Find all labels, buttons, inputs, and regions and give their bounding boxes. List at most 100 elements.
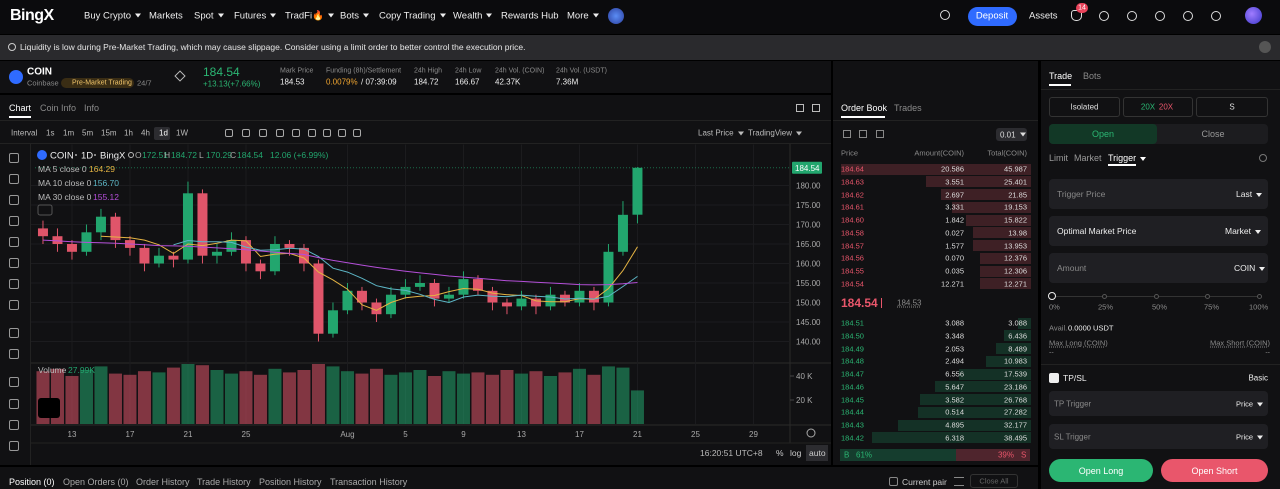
nav-icon[interactable]: [1099, 11, 1109, 21]
slider-stop[interactable]: [1153, 293, 1159, 299]
nav-icon[interactable]: [1211, 11, 1221, 21]
book-price[interactable]: 184.58: [841, 228, 864, 238]
trigger-type[interactable]: Last: [1236, 189, 1262, 199]
tool-icon[interactable]: [242, 129, 250, 137]
book-price[interactable]: 184.57: [841, 241, 864, 250]
history-tab[interactable]: Position History: [259, 477, 322, 487]
nav-item[interactable]: Bots: [340, 11, 369, 22]
chart-tab[interactable]: Coin Info: [40, 103, 77, 113]
sl-trigger-input[interactable]: [1049, 424, 1268, 449]
drawing-tool[interactable]: [9, 279, 19, 289]
book-price[interactable]: 184.54: [841, 279, 864, 289]
chart-tab[interactable]: Chart: [9, 103, 32, 113]
interval[interactable]: 1d: [159, 128, 168, 138]
view-toggle[interactable]: [843, 130, 851, 138]
drawing-tool[interactable]: [9, 216, 19, 226]
book-price[interactable]: 184.42: [841, 433, 864, 443]
tool-icon[interactable]: [292, 129, 300, 137]
slider-stop[interactable]: [1204, 293, 1210, 299]
book-price[interactable]: 184.62: [841, 190, 864, 199]
drawing-tool[interactable]: [9, 195, 19, 205]
slider-stop[interactable]: [1101, 293, 1107, 299]
book-price[interactable]: 184.43: [841, 420, 864, 430]
view-toggle[interactable]: [859, 130, 867, 138]
drawing-tool[interactable]: [9, 328, 19, 338]
book-price[interactable]: 184.49: [841, 344, 864, 353]
book-price[interactable]: 184.48: [841, 356, 864, 366]
provider[interactable]: TradingView: [748, 129, 802, 138]
close-all-button[interactable]: [970, 474, 1018, 488]
margin-select[interactable]: [1049, 97, 1120, 117]
drawing-tool[interactable]: [9, 349, 19, 359]
drawing-tool[interactable]: [9, 399, 19, 409]
drawing-tool[interactable]: [9, 420, 19, 430]
nav-icon[interactable]: [1183, 11, 1193, 21]
nav-item[interactable]: Wealth: [453, 11, 492, 22]
interval[interactable]: 1h: [124, 128, 133, 138]
drawing-tool[interactable]: [9, 258, 19, 268]
interval[interactable]: 1m: [63, 128, 75, 138]
interval[interactable]: 5m: [82, 128, 94, 138]
book-price[interactable]: 184.47: [841, 369, 864, 379]
book-price[interactable]: 184.51: [841, 318, 864, 328]
tpsl-checkbox[interactable]: [1049, 373, 1059, 383]
deposit-button[interactable]: [968, 7, 1017, 26]
history-tab[interactable]: Trade History: [197, 477, 251, 487]
book-tab[interactable]: Order Book: [841, 103, 888, 113]
book-price[interactable]: 184.50: [841, 331, 864, 341]
drawing-tool[interactable]: [9, 153, 19, 163]
interval[interactable]: 4h: [141, 128, 150, 138]
sl-unit[interactable]: Price: [1236, 432, 1263, 441]
history-tab[interactable]: Open Orders (0): [63, 477, 129, 487]
avatar[interactable]: [1245, 7, 1262, 24]
trade-tab[interactable]: Bots: [1083, 71, 1102, 81]
search-icon[interactable]: [940, 10, 950, 20]
book-price[interactable]: 184.44: [841, 407, 864, 417]
order-type[interactable]: Market: [1074, 153, 1102, 163]
panel-icon[interactable]: [796, 104, 804, 112]
tool-icon[interactable]: [338, 129, 346, 137]
tool-icon[interactable]: [353, 129, 361, 137]
history-tab[interactable]: Transaction History: [330, 477, 408, 487]
nav-item[interactable]: Rewards Hub: [501, 10, 559, 22]
tpsl-mode[interactable]: Basic: [1248, 373, 1268, 383]
leverage-select[interactable]: [1123, 97, 1193, 117]
interval[interactable]: 1W: [176, 128, 188, 138]
trigger-price-input[interactable]: [1049, 179, 1268, 209]
drawing-tool[interactable]: [9, 237, 19, 247]
promo-icon[interactable]: [608, 8, 624, 24]
drawing-tool[interactable]: [9, 441, 19, 451]
chart-tab[interactable]: Info: [84, 103, 100, 113]
book-price[interactable]: 184.46: [841, 382, 864, 392]
nav-icon[interactable]: [1155, 11, 1165, 21]
book-price[interactable]: 184.61: [841, 202, 864, 212]
trade-tab[interactable]: Trade: [1049, 71, 1073, 81]
scale-control[interactable]: auto: [809, 448, 826, 458]
logo[interactable]: BingX: [10, 7, 54, 24]
nav-icon[interactable]: [1127, 11, 1137, 21]
nav-item[interactable]: Spot: [194, 11, 224, 22]
history-tab[interactable]: Position (0): [9, 477, 55, 487]
nav-item[interactable]: Copy Trading: [379, 11, 446, 22]
book-price[interactable]: 184.60: [841, 215, 864, 225]
view-toggle[interactable]: [876, 130, 884, 138]
history-tab[interactable]: Order History: [136, 477, 190, 487]
price-source[interactable]: Last Price: [698, 129, 744, 138]
panel-icon[interactable]: [812, 104, 820, 112]
book-price[interactable]: 184.64: [841, 164, 864, 174]
nav-item[interactable]: TradFi🔥: [285, 11, 334, 22]
open-active[interactable]: [1049, 124, 1157, 144]
scale-control[interactable]: %: [776, 448, 784, 458]
tool-icon[interactable]: [323, 129, 331, 137]
book-price[interactable]: 184.56: [841, 253, 864, 263]
optimal-type[interactable]: Market: [1225, 226, 1261, 236]
nav-item[interactable]: Buy Crypto: [84, 11, 141, 22]
scale-control[interactable]: log: [790, 448, 802, 458]
order-type[interactable]: Limit: [1049, 153, 1069, 163]
tp-unit[interactable]: Price: [1236, 399, 1263, 408]
pair-checkbox[interactable]: [889, 477, 898, 486]
amount-unit[interactable]: COIN: [1234, 263, 1265, 273]
book-price[interactable]: 184.55: [841, 266, 864, 276]
drawing-tool[interactable]: [9, 174, 19, 184]
book-price[interactable]: 184.45: [841, 395, 864, 404]
